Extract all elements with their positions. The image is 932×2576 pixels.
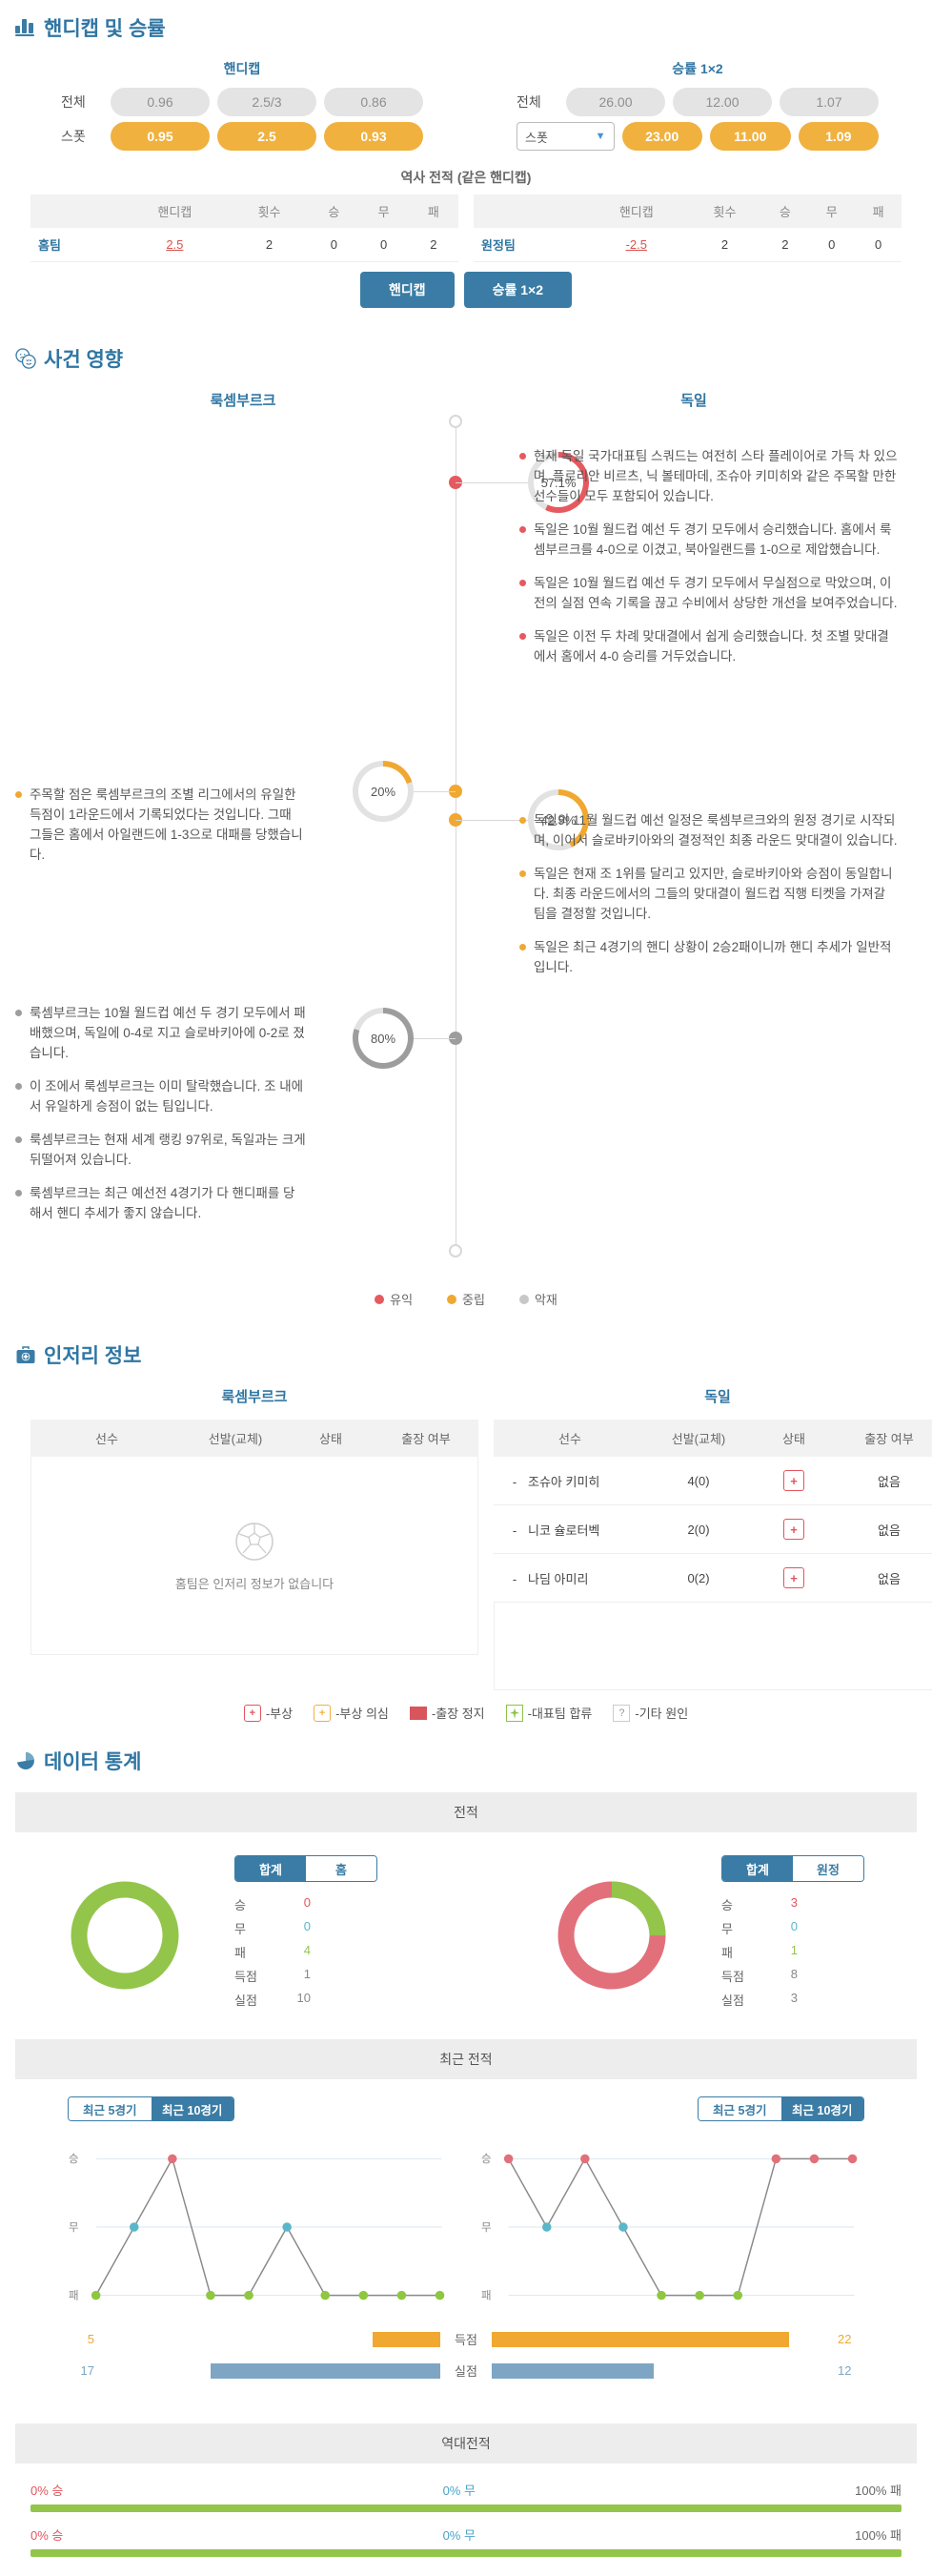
- svg-text:무: 무: [69, 2222, 79, 2234]
- svg-text:패: 패: [481, 2289, 492, 2301]
- svg-text:무: 무: [481, 2222, 492, 2234]
- svg-text:승: 승: [69, 2153, 79, 2165]
- svg-text:패: 패: [69, 2289, 79, 2301]
- svg-text:승: 승: [481, 2153, 492, 2165]
